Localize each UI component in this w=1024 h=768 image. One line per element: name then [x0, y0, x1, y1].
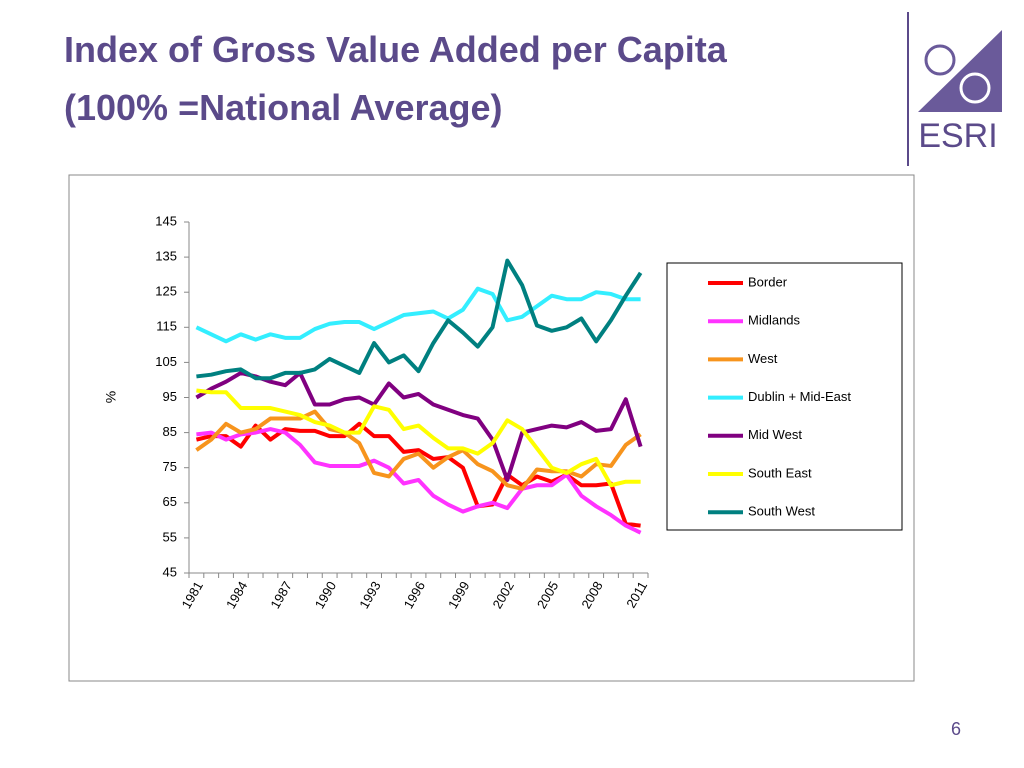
y-tick-label: 95	[163, 389, 177, 404]
y-tick-label: 85	[163, 424, 177, 439]
y-tick-label: 65	[163, 494, 177, 509]
logo-triangle	[918, 30, 1002, 112]
y-tick-label: 125	[155, 284, 177, 299]
legend-label: Border	[748, 274, 788, 289]
legend-label: West	[748, 351, 778, 366]
series-line	[196, 388, 641, 488]
y-axis-label: %	[103, 391, 119, 403]
legend-label: South West	[748, 504, 815, 519]
y-tick-label: 115	[156, 319, 177, 334]
y-tick-label: 75	[163, 459, 177, 474]
logo-text: ESRI	[918, 117, 997, 155]
y-tick-label: 145	[155, 213, 177, 228]
legend-label: Mid West	[748, 427, 802, 442]
legend-label: Dublin + Mid-East	[748, 389, 851, 404]
legend-label: Midlands	[748, 313, 801, 328]
y-tick-label: 105	[155, 354, 177, 369]
page-number: 6	[951, 719, 961, 739]
series-line	[196, 258, 643, 381]
logo-circle	[959, 72, 991, 104]
logo-circle	[924, 44, 956, 76]
legend-label: South East	[748, 465, 812, 480]
y-tick-label: 135	[155, 249, 177, 264]
logo: ESRI	[907, 12, 1002, 166]
series-line	[195, 370, 643, 482]
legend-box	[666, 262, 903, 531]
y-tick-label: 55	[163, 529, 177, 544]
slide-title: Index of Gross Value Added per Capita	[64, 29, 728, 70]
slide-title: (100% =National Average)	[64, 87, 503, 128]
series-line	[195, 286, 641, 344]
y-tick-label: 45	[163, 564, 177, 579]
